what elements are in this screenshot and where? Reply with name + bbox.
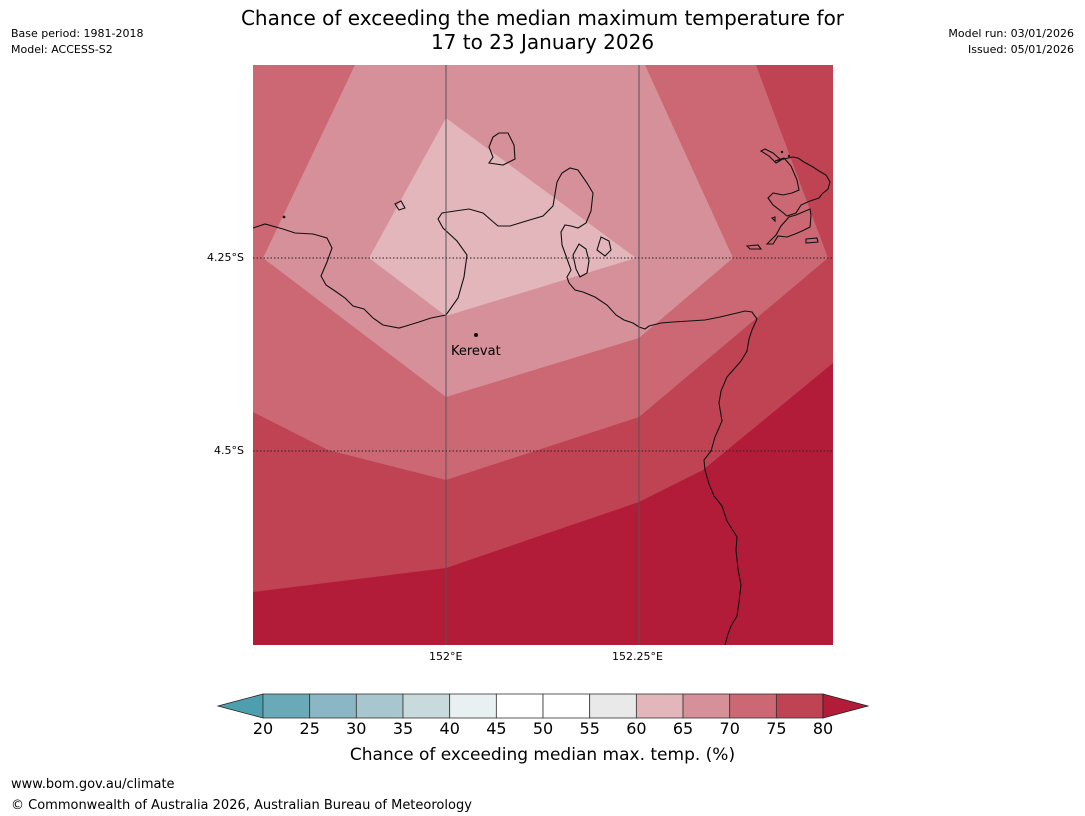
meta-right: Model run: 03/01/2026 Issued: 05/01/2026 [948,26,1074,58]
coastline [253,132,831,645]
footer-copyright: © Commonwealth of Australia 2026, Austra… [11,798,472,813]
lat-label-4-25s: 4.25°S [207,251,244,264]
lon-label-152e: 152°E [429,650,463,663]
colorbar-tick-label: 80 [812,719,834,738]
colorbar-segment [402,693,451,719]
colorbar-tick-label: 60 [626,719,647,738]
map-title: Chance of exceeding the median maximum t… [0,6,1085,54]
colorbar-tick-label: 35 [392,719,414,738]
colorbar-label: Chance of exceeding median max. temp. (%… [349,745,736,765]
model-run: Model run: 03/01/2026 [948,27,1074,40]
footer: www.bom.gov.au/climate © Commonwealth of… [11,774,472,816]
colorbar-tick-label: 25 [299,719,320,738]
colorbar-segment [682,693,731,719]
lon-label-152-25e: 152.25°E [612,650,663,663]
colorbar-over-arrow [822,693,870,719]
islet [787,154,791,158]
colorbar-segment [449,693,497,719]
islet [282,215,286,219]
colorbar-tick-label: 30 [346,719,367,738]
issued-date: Issued: 05/01/2026 [967,43,1074,56]
colorbar-tick-label: 50 [532,719,554,738]
kerevat-marker [474,333,478,337]
footer-url: www.bom.gov.au/climate [11,777,175,792]
forecast-map: Kerevat [253,65,833,645]
colorbar-segment [309,693,357,719]
colorbar-tick-label: 55 [579,719,600,738]
colorbar-tick-label: 65 [672,719,694,738]
meta-left: Base period: 1981-2018 Model: ACCESS-S2 [11,26,143,58]
colorbar-segment [635,693,684,719]
colorbar-under-arrow [216,693,264,719]
colorbar [216,693,870,719]
islet [780,150,784,154]
colorbar-segment [542,693,591,719]
colorbar-tick-label: 20 [252,719,274,738]
colorbar-segment [589,693,637,719]
lat-label-4-5s: 4.5°S [214,444,244,457]
colorbar-segment [775,693,824,719]
title-line-1: Chance of exceeding the median maximum t… [240,6,845,30]
colorbar-tick-label: 70 [719,719,740,738]
place-label-kerevat: Kerevat [451,344,501,359]
model-name: Model: ACCESS-S2 [11,43,113,56]
colorbar-segment [355,693,404,719]
colorbar-tick-label: 45 [486,719,507,738]
colorbar-tick-label: 40 [439,719,460,738]
colorbar-segment [262,693,311,719]
colorbar-tick-label: 75 [766,719,787,738]
base-period: Base period: 1981-2018 [11,27,144,40]
colorbar-segment [495,693,544,719]
title-line-2: 17 to 23 January 2026 [430,30,655,54]
colorbar-segment [729,693,777,719]
